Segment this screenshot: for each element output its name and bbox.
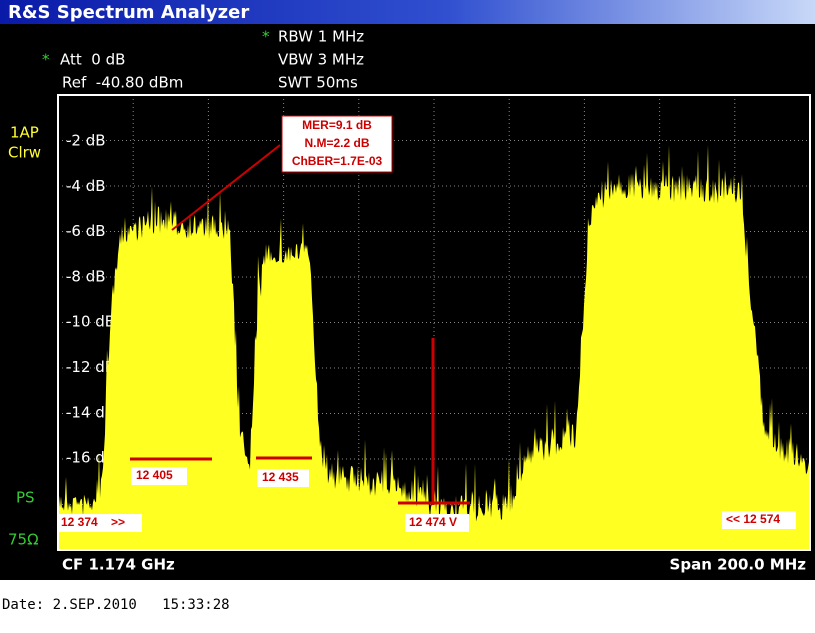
label-bg	[722, 511, 796, 529]
trace-label: 1AP	[10, 124, 39, 142]
span: Span 200.0 MHz	[670, 556, 807, 574]
label-bg	[131, 467, 187, 485]
y-label: -8 dB	[66, 267, 106, 285]
mer: MER=9.1 dB	[302, 118, 372, 132]
label-bg	[405, 514, 469, 532]
pointer-line	[171, 144, 281, 231]
y-label: -2 dB	[66, 132, 106, 150]
channel-label: << 12 574	[726, 512, 780, 526]
center-freq: CF 1.174 GHz	[62, 556, 175, 574]
title-bar	[0, 0, 815, 24]
y-label: -16 dB	[66, 449, 115, 467]
window-title: R&S Spectrum Analyzer	[8, 2, 249, 23]
y-label: -12 dB	[66, 358, 115, 376]
noise-margin: N.M=2.2 dB	[304, 136, 369, 150]
y-label: -10 dB	[66, 313, 115, 331]
label-bg	[257, 469, 309, 487]
channel-label: 12 374 >>	[61, 515, 125, 529]
measure-box	[281, 115, 393, 173]
rbw: RBW 1 MHz	[278, 28, 364, 46]
mode-label: Clrw	[8, 144, 41, 162]
marker: *	[262, 28, 270, 46]
marker: *	[42, 51, 50, 69]
label-bg	[58, 514, 142, 532]
impedance-label: 75Ω	[8, 531, 39, 549]
y-label: -4 dB	[66, 177, 106, 195]
y-label: -14 dB	[66, 403, 115, 421]
vbw: VBW 3 MHz	[278, 51, 364, 69]
ps-label: PS	[16, 489, 35, 507]
spectrum-trace	[58, 145, 810, 550]
channel-label: 12 474 V	[409, 515, 457, 529]
ber: ChBER=1.7E-03	[292, 154, 383, 168]
att: Att 0 dB	[60, 51, 125, 69]
y-labels: -2 dB -4 dB -6 dB -8 dB -10 dB -12 dB -14 dB -1…	[66, 132, 115, 467]
date: Date: 2.SEP.2010 15:33:28	[2, 597, 230, 613]
plot-frame	[57, 94, 811, 551]
ref: Ref -40.80 dBm	[62, 74, 183, 92]
swt: SWT 50ms	[278, 74, 358, 92]
channel-label: 12 435	[262, 470, 299, 484]
channel-label: 12 405	[136, 468, 173, 482]
y-label: -6 dB	[66, 222, 106, 240]
